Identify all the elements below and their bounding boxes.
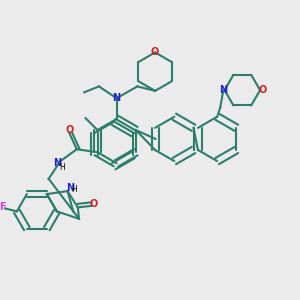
Text: O: O bbox=[151, 47, 159, 57]
Text: H: H bbox=[59, 163, 65, 172]
Text: F: F bbox=[0, 202, 5, 212]
Text: N: N bbox=[53, 158, 62, 168]
Text: N: N bbox=[219, 85, 227, 95]
Text: N: N bbox=[66, 183, 74, 193]
Text: O: O bbox=[65, 125, 74, 135]
Text: N: N bbox=[112, 93, 121, 103]
Text: O: O bbox=[89, 200, 98, 209]
Text: H: H bbox=[71, 185, 77, 194]
Text: O: O bbox=[258, 85, 267, 95]
